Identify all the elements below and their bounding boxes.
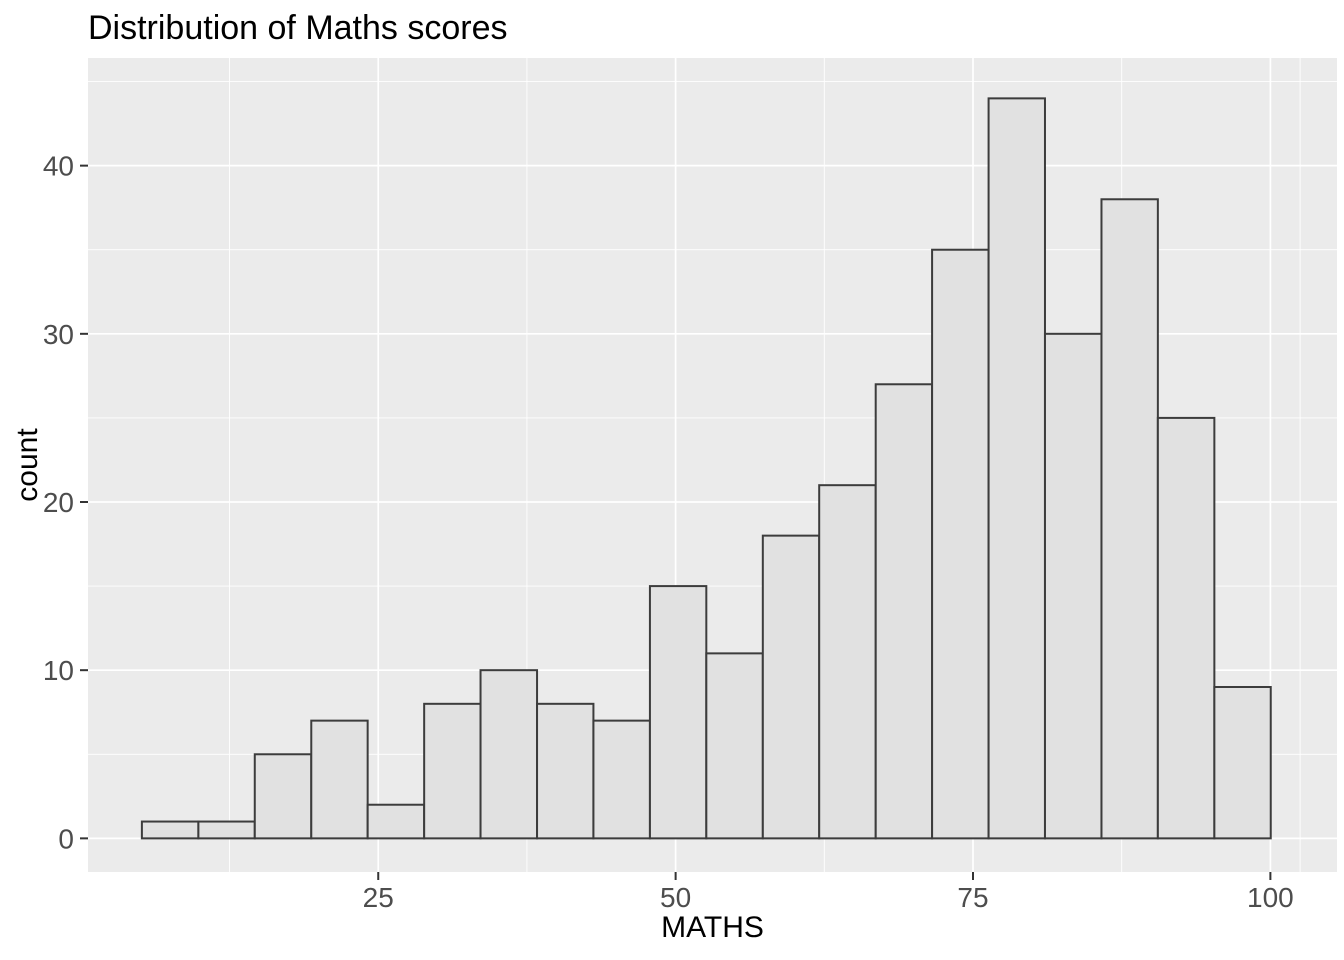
y-tick-label: 20 [43, 487, 74, 518]
histogram-bar [536, 702, 595, 840]
histogram-bar [1100, 198, 1159, 840]
x-tick-label: 50 [660, 882, 691, 913]
histogram-bar [479, 669, 539, 840]
x-tick-label: 75 [957, 882, 988, 913]
chart-title: Distribution of Maths scores [88, 9, 508, 47]
x-tick-label: 25 [363, 882, 394, 913]
histogram-bar [648, 585, 708, 840]
x-tick-label: 100 [1247, 882, 1294, 913]
y-tick-label: 30 [43, 319, 74, 350]
histogram-bar [366, 803, 426, 840]
x-axis-tick-labels: 25 50 75 100 [363, 882, 1294, 913]
histogram-bar [987, 97, 1046, 840]
axis-tick-marks [80, 164, 1272, 880]
histogram-bar [931, 248, 990, 840]
histogram-bar [310, 719, 369, 840]
x-axis-title: MATHS [661, 911, 764, 944]
y-axis-title: count [11, 428, 44, 502]
histogram-bar [253, 753, 313, 840]
histogram-bar [761, 534, 821, 840]
histogram-bar [1156, 416, 1216, 840]
histogram-bar [818, 484, 877, 840]
y-tick-label: 10 [43, 655, 74, 686]
histogram-bar [197, 820, 256, 840]
y-tick-label: 40 [43, 151, 74, 182]
histogram-bar [140, 820, 200, 840]
y-tick-label: 0 [58, 823, 74, 854]
histogram-bar [705, 652, 764, 840]
histogram-bar [423, 702, 482, 840]
histogram-bar [1213, 686, 1272, 840]
histogram-bar [874, 383, 934, 840]
histogram-bars [140, 97, 1272, 840]
histogram-bar [1043, 332, 1103, 840]
histogram-bar [592, 719, 651, 840]
y-axis-tick-labels: 0 10 20 30 40 [43, 151, 74, 855]
